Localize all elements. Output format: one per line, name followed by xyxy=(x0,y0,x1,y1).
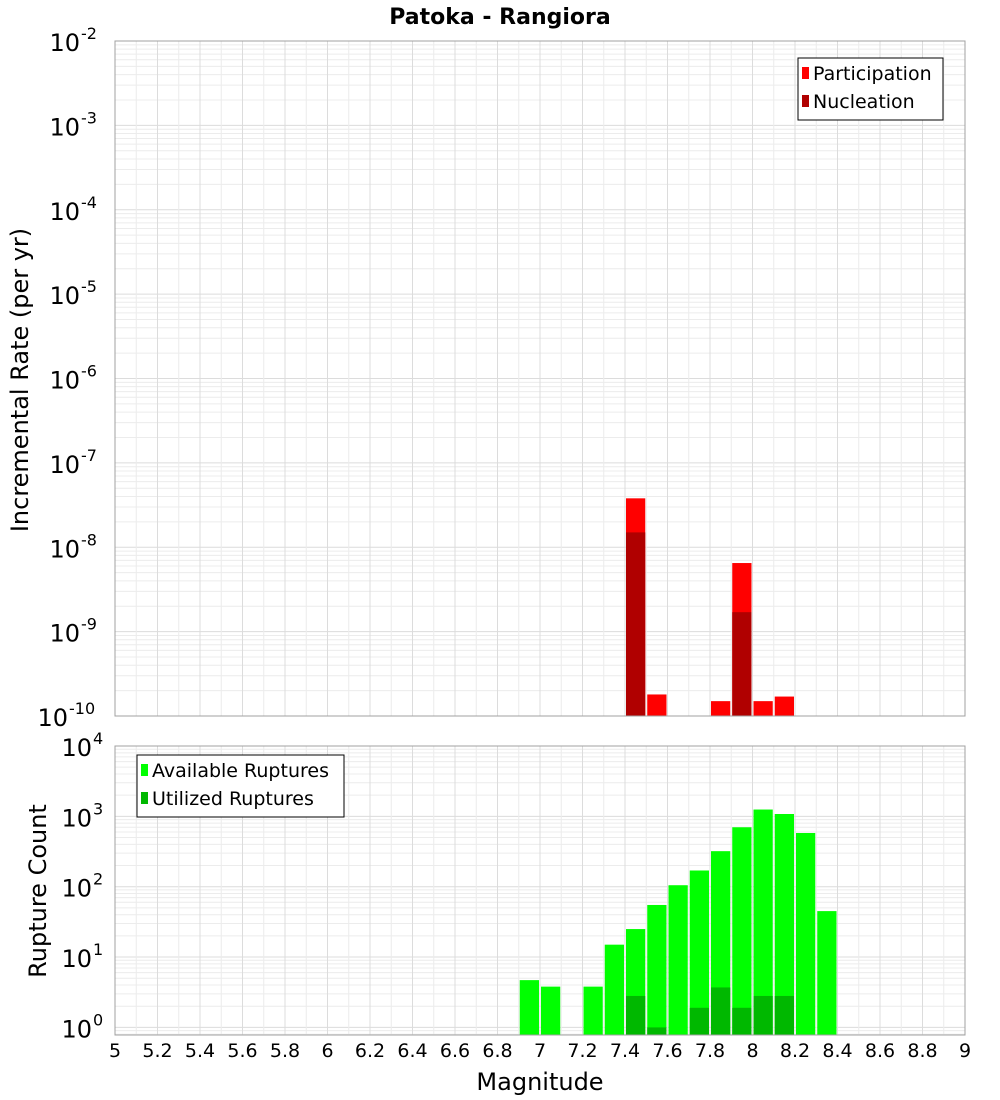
y-tick-exponent: -6 xyxy=(81,362,97,381)
legend-label: Utilized Ruptures xyxy=(152,788,314,810)
x-tick-label: 5 xyxy=(109,1040,121,1062)
x-tick-label: 7.2 xyxy=(567,1040,597,1062)
y-tick-label: 10 xyxy=(49,535,80,563)
bar-participation xyxy=(647,694,667,716)
y-tick-exponent: 1 xyxy=(93,940,103,959)
bar-participation xyxy=(774,696,794,716)
x-tick-label: 5.8 xyxy=(270,1040,300,1062)
y-tick-label: 10 xyxy=(61,734,92,762)
x-tick-label: 6 xyxy=(321,1040,333,1062)
bar-available-ruptures xyxy=(689,870,709,1035)
x-tick-label: 5.4 xyxy=(185,1040,215,1062)
plot-border-count xyxy=(114,745,966,1036)
bar-available-ruptures xyxy=(583,986,603,1035)
legend-label: Participation xyxy=(813,63,932,85)
bar-nucleation xyxy=(732,612,752,716)
bar-available-ruptures xyxy=(519,980,539,1035)
y-tick-label: 10 xyxy=(61,945,92,973)
x-tick-label: 7.4 xyxy=(610,1040,640,1062)
y-tick-exponent: -3 xyxy=(81,108,97,127)
y-tick-exponent: -9 xyxy=(81,615,97,634)
y-tick-exponent: -10 xyxy=(69,699,95,718)
y-tick-label: 10 xyxy=(49,198,80,226)
bar-available-ruptures xyxy=(541,986,561,1035)
bar-available-ruptures xyxy=(817,911,837,1035)
x-tick-label: 6.4 xyxy=(397,1040,427,1062)
y-tick-exponent: -4 xyxy=(81,193,97,212)
bar-participation xyxy=(711,701,731,716)
legend-label: Nucleation xyxy=(813,91,915,113)
y-tick-label: 10 xyxy=(61,875,92,903)
bar-participation xyxy=(753,701,773,716)
bar-available-ruptures xyxy=(668,885,688,1035)
y-tick-exponent: -8 xyxy=(81,530,97,549)
x-tick-label: 6.6 xyxy=(440,1040,470,1062)
legend-swatch xyxy=(141,792,148,804)
y-tick-exponent: -2 xyxy=(81,24,97,43)
bar-utilized-ruptures xyxy=(711,987,731,1035)
x-tick-label: 8 xyxy=(746,1040,758,1062)
x-tick-label: 8.4 xyxy=(822,1040,852,1062)
y-tick-label: 10 xyxy=(49,367,80,395)
y-tick-exponent: -7 xyxy=(81,446,97,465)
bar-utilized-ruptures xyxy=(647,1027,667,1035)
y-tick-label: 10 xyxy=(61,1015,92,1043)
x-tick-label: 7 xyxy=(534,1040,546,1062)
y-tick-exponent: -5 xyxy=(81,277,97,296)
x-tick-label: 5.2 xyxy=(142,1040,172,1062)
y-tick-exponent: 0 xyxy=(93,1010,103,1029)
x-tick-label: 8.8 xyxy=(907,1040,937,1062)
legend-box xyxy=(797,57,944,121)
x-tick-label: 6.2 xyxy=(355,1040,385,1062)
bar-available-ruptures xyxy=(647,904,667,1035)
x-tick-label: 8.6 xyxy=(865,1040,895,1062)
bar-utilized-ruptures xyxy=(774,995,794,1035)
y-tick-label: 10 xyxy=(37,704,68,732)
bar-utilized-ruptures xyxy=(689,1007,709,1035)
bar-available-ruptures xyxy=(796,832,816,1035)
bar-nucleation xyxy=(626,532,646,716)
x-tick-label: 8.2 xyxy=(780,1040,810,1062)
x-axis-label: Magnitude xyxy=(476,1068,603,1096)
x-tick-label: 7.6 xyxy=(652,1040,682,1062)
x-tick-label: 7.8 xyxy=(695,1040,725,1062)
bar-utilized-ruptures xyxy=(732,1007,752,1035)
legend-swatch xyxy=(802,67,809,79)
bar-utilized-ruptures xyxy=(753,995,773,1035)
legend-swatch xyxy=(802,95,809,107)
x-tick-label: 5.6 xyxy=(227,1040,257,1062)
y-tick-label: 10 xyxy=(49,282,80,310)
bar-available-ruptures xyxy=(774,814,794,1035)
y-tick-label: 10 xyxy=(61,804,92,832)
y-tick-exponent: 3 xyxy=(93,799,103,818)
x-tick-label: 6.8 xyxy=(482,1040,512,1062)
y-tick-label: 10 xyxy=(49,620,80,648)
y-axis-label-rate: Incremental Rate (per yr) xyxy=(6,228,34,532)
legend-swatch xyxy=(141,764,148,776)
legend-box xyxy=(136,754,345,818)
y-axis-label-count: Rupture Count xyxy=(24,804,52,978)
plot-border-rate xyxy=(114,40,966,717)
y-tick-exponent: 4 xyxy=(93,729,103,748)
y-tick-label: 10 xyxy=(49,113,80,141)
bar-utilized-ruptures xyxy=(626,995,646,1035)
y-tick-label: 10 xyxy=(49,451,80,479)
chart-title: Patoka - Rangiora xyxy=(389,5,610,30)
bar-available-ruptures xyxy=(753,809,773,1035)
x-tick-label: 9 xyxy=(959,1040,971,1062)
bar-available-ruptures xyxy=(732,827,752,1035)
y-tick-exponent: 2 xyxy=(93,870,103,889)
bar-available-ruptures xyxy=(604,944,624,1035)
y-tick-label: 10 xyxy=(49,29,80,57)
legend-label: Available Ruptures xyxy=(152,760,329,782)
